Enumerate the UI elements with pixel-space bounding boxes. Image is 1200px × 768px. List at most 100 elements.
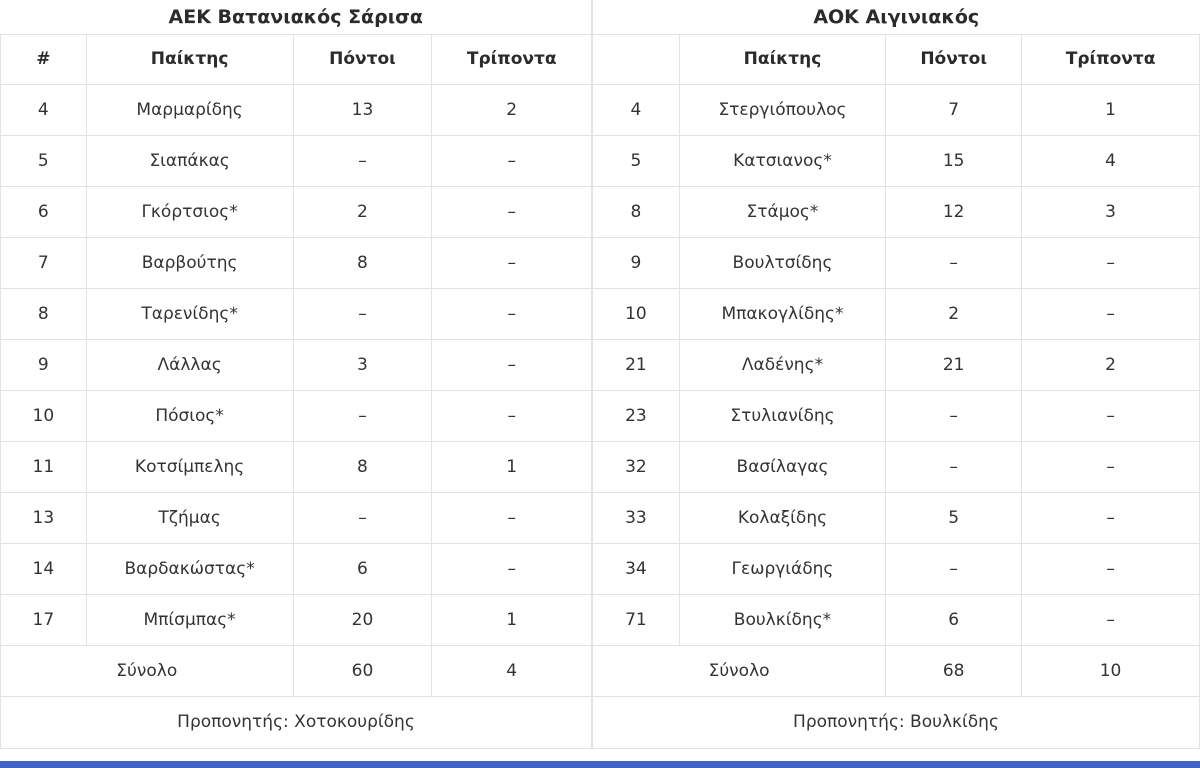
table-row: 8 Στάμος* 12 3 [592,185,1200,238]
player-threes: 4 [1021,134,1200,187]
table-row: 10 Πόσιος* – – [0,389,592,442]
player-threes: – [431,185,592,238]
coach-label: Προπονητής: Βουλκίδης [592,695,1200,749]
player-points: – [885,236,1023,289]
player-threes: – [431,287,592,340]
player-points: 21 [885,338,1023,391]
player-name: Βασίλαγας [678,440,887,493]
table-row: 34 Γεωργιάδης – – [592,542,1200,595]
player-points: 7 [885,83,1023,136]
table-row: 10 Μπακογλίδης* 2 – [592,287,1200,340]
total-label: Σύνολο [0,644,294,697]
bottom-bar [0,761,1200,768]
total-threes: 4 [431,644,592,697]
column-header-threes: Τρίποντα [1021,33,1200,85]
player-points: 15 [885,134,1023,187]
table-row: 33 Κολαξίδης 5 – [592,491,1200,544]
player-name: Γκόρτσιος* [85,185,294,238]
player-rows-home: 4 Μαρμαρίδης 13 2 5 Σιαπάκας – – 6 [0,83,592,646]
team-name: ΑΟΚ Αιγινιακός [592,0,1200,35]
player-threes: – [1021,389,1200,442]
player-threes: – [431,542,592,595]
player-number: 33 [592,491,680,544]
player-points: – [292,134,433,187]
column-header-number [592,33,680,85]
player-points: – [885,542,1023,595]
player-number: 10 [592,287,680,340]
player-name: Κατσιανος* [678,134,887,187]
player-name: Σιαπάκας [85,134,294,187]
column-header-row: Παίκτης Πόντοι Τρίποντα [592,33,1200,85]
table-row: 8 Ταρενίδης* – – [0,287,592,340]
player-name: Κολαξίδης [678,491,887,544]
player-name: Βαρδακώστας* [85,542,294,595]
coach-row: Προπονητής: Χοτοκουρίδης [0,695,592,749]
table-row: 23 Στυλιανίδης – – [592,389,1200,442]
player-number: 8 [592,185,680,238]
table-row: 6 Γκόρτσιος* 2 – [0,185,592,238]
player-threes: 1 [431,593,592,646]
player-name: Λάλλας [85,338,294,391]
player-number: 5 [0,134,87,187]
table-row: 5 Σιαπάκας – – [0,134,592,187]
player-number: 13 [0,491,87,544]
table-row: 4 Στεργιόπουλος 7 1 [592,83,1200,136]
total-label: Σύνολο [591,644,887,697]
total-points: 60 [292,644,433,697]
player-points: 6 [885,593,1023,646]
player-points: 12 [885,185,1023,238]
player-number: 10 [0,389,87,442]
player-points: 5 [885,491,1023,544]
player-number: 9 [0,338,87,391]
player-name: Πόσιος* [85,389,294,442]
player-threes: 1 [431,440,592,493]
team-table-home: ΑΕΚ Βατανιακός Σάρισα # Παίκτης Πόντοι Τ… [0,0,592,749]
player-name: Βουλκίδης* [678,593,887,646]
player-number: 17 [0,593,87,646]
player-threes: – [431,338,592,391]
column-header-row: # Παίκτης Πόντοι Τρίποντα [0,33,592,85]
player-name: Λαδένης* [678,338,887,391]
team-title-row: ΑΟΚ Αιγινιακός [592,0,1200,35]
player-number: 32 [592,440,680,493]
table-row: 11 Κοτσίμπελης 8 1 [0,440,592,493]
player-threes: – [431,389,592,442]
column-header-threes: Τρίποντα [431,33,592,85]
player-threes: – [1021,236,1200,289]
column-header-player: Παίκτης [85,33,294,85]
player-name: Βουλτσίδης [678,236,887,289]
player-name: Μπίσμπας* [85,593,294,646]
player-points: – [885,440,1023,493]
table-row: 21 Λαδένης* 21 2 [592,338,1200,391]
table-row: 9 Λάλλας 3 – [0,338,592,391]
player-points: – [885,389,1023,442]
coach-row: Προπονητής: Βουλκίδης [592,695,1200,749]
player-number: 23 [592,389,680,442]
player-threes: – [431,491,592,544]
table-row: 9 Βουλτσίδης – – [592,236,1200,289]
player-threes: – [1021,287,1200,340]
player-points: 20 [292,593,433,646]
player-name: Στυλιανίδης [678,389,887,442]
player-number: 6 [0,185,87,238]
player-number: 4 [592,83,680,136]
table-row: 32 Βασίλαγας – – [592,440,1200,493]
table-row: 13 Τζήμας – – [0,491,592,544]
column-header-player: Παίκτης [678,33,887,85]
table-row: 7 Βαρβούτης 8 – [0,236,592,289]
player-name: Στάμος* [678,185,887,238]
player-points: 2 [292,185,433,238]
player-number: 14 [0,542,87,595]
player-number: 71 [592,593,680,646]
table-row: 14 Βαρδακώστας* 6 – [0,542,592,595]
player-name: Ταρενίδης* [85,287,294,340]
player-number: 11 [0,440,87,493]
player-threes: – [431,134,592,187]
table-row: 17 Μπίσμπας* 20 1 [0,593,592,646]
team-name: ΑΕΚ Βατανιακός Σάρισα [0,0,592,35]
player-threes: – [1021,593,1200,646]
player-threes: 3 [1021,185,1200,238]
player-points: – [292,389,433,442]
total-points: 68 [885,644,1023,697]
